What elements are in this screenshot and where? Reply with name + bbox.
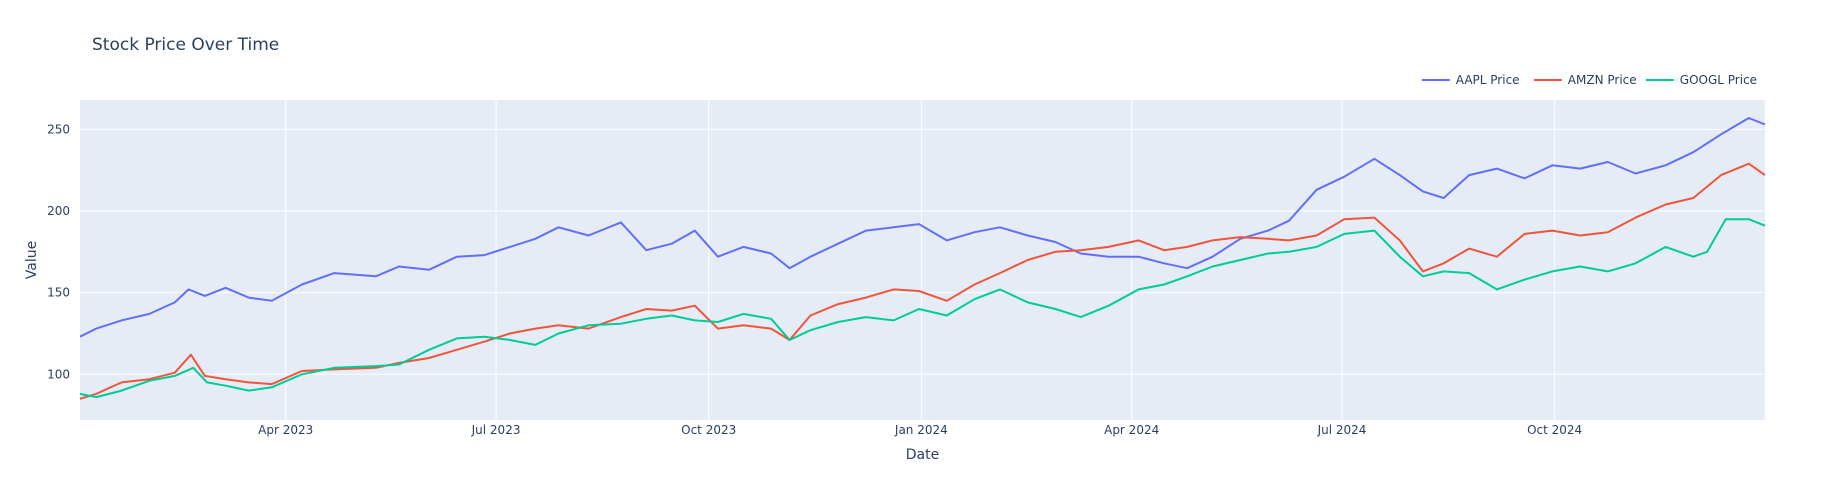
x-axis-title: Date (906, 447, 939, 463)
series-line-aapl (79, 117, 1766, 338)
y-tick-label: 200 (47, 204, 70, 218)
y-tick-label: 150 (47, 286, 70, 300)
y-axis-title: Value (24, 241, 40, 279)
x-tick-label: Oct 2023 (681, 423, 736, 437)
y-axis-ticks: 100 150 200 250 (47, 122, 70, 381)
legend: AAPL Price AMZN Price GOOGL Price (1421, 73, 1757, 87)
x-tick-label: Apr 2023 (258, 423, 313, 437)
legend-label: AMZN Price (1568, 73, 1637, 87)
x-tick-label: Apr 2024 (1104, 423, 1159, 437)
x-tick-label: Jul 2023 (471, 423, 521, 437)
plot-background (80, 100, 1765, 420)
x-axis-ticks: Apr 2023 Jul 2023 Oct 2023 Jan 2024 Apr 2024… (258, 423, 1582, 437)
y-tick-label: 250 (47, 122, 70, 136)
legend-label: GOOGL Price (1680, 73, 1757, 87)
x-tick-label: Jul 2024 (1317, 423, 1367, 437)
x-tick-label: Oct 2024 (1527, 423, 1582, 437)
chart-title: Stock Price Over Time (92, 35, 279, 55)
series-line-googl (79, 218, 1766, 399)
x-tick-label: Jan 2024 (894, 423, 948, 437)
y-tick-label: 100 (47, 367, 70, 381)
series-lines (79, 117, 1766, 400)
legend-label: AAPL Price (1456, 73, 1520, 87)
